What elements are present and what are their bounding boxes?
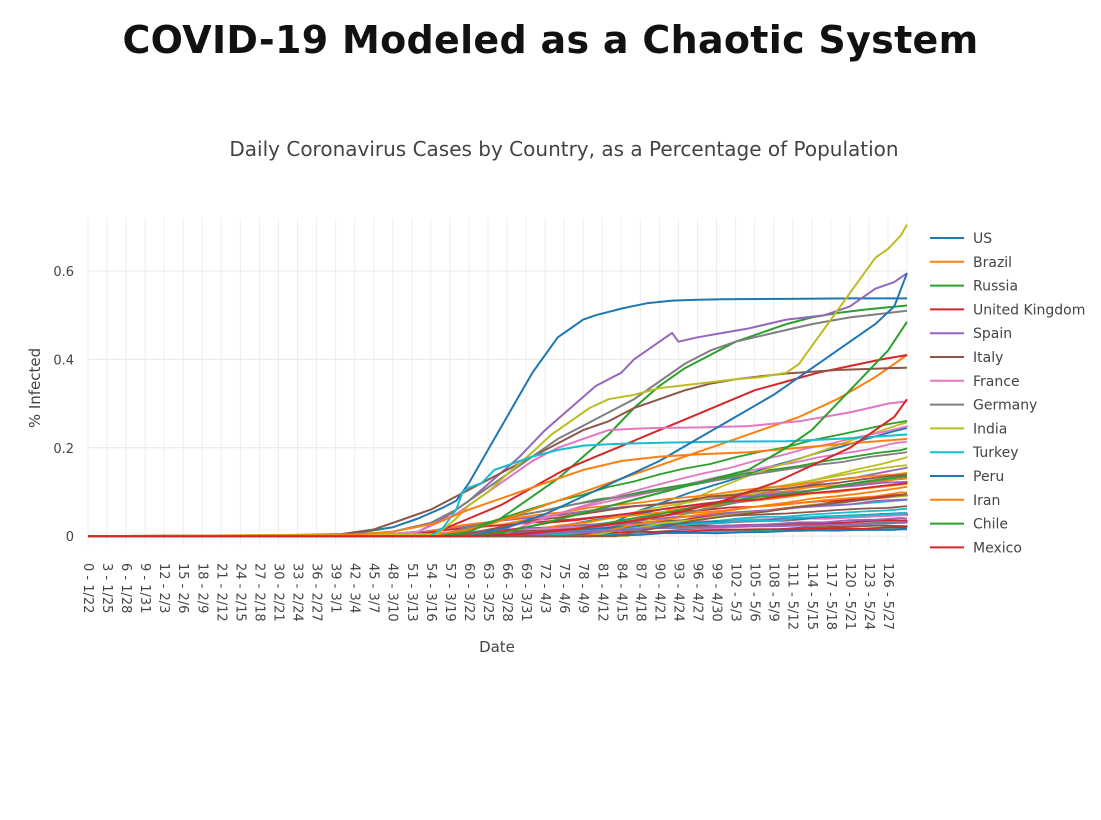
x-tick-label: 78 - 4/9 [575,563,590,613]
y-tick-label: 0.4 [53,353,74,368]
x-tick-label: 30 - 2/21 [270,563,285,622]
x-axis: 0 - 1/22 3 - 1/25 6 - 1/28 9 - 1/31 12 - 2/3… [80,563,895,630]
legend-item-mexico[interactable]: Mexico [930,540,1022,556]
legend-label: US [973,231,992,247]
x-tick-label: 33 - 2/24 [290,563,305,622]
background-series-line [88,472,908,538]
x-tick-label: 63 - 3/25 [480,563,495,622]
y-tick-label: 0.6 [53,265,74,280]
page-title: COVID-19 Modeled as a Chaotic System [122,18,979,62]
series-line-chile [88,321,908,538]
x-tick-label: 102 - 5/3 [728,563,743,622]
legend-item-india[interactable]: India [930,421,1007,437]
x-axis-label: Date [479,638,515,656]
legend-label: Spain [973,326,1012,342]
y-tick-label: 0.2 [53,442,74,457]
series-line-italy [87,366,908,538]
x-tick-label: 12 - 2/3 [156,563,171,613]
legend[interactable]: US Brazil Russia United Kingdom Spain Italy Fr… [930,231,1085,556]
x-tick-label: 51 - 3/13 [404,563,419,622]
legend-item-united-kingdom[interactable]: United Kingdom [930,302,1085,318]
x-tick-label: 9 - 1/31 [137,563,152,613]
x-tick-label: 93 - 4/24 [670,563,685,622]
legend-label: Turkey [972,445,1019,461]
legend-label: Italy [973,350,1003,366]
background-series-line [88,420,908,538]
x-tick-label: 81 - 4/12 [594,563,609,622]
x-tick-label: 72 - 4/3 [537,563,552,613]
legend-item-france[interactable]: France [930,374,1020,390]
x-tick-label: 123 - 5/24 [861,563,876,630]
background-series-line [88,517,908,538]
legend-item-italy[interactable]: Italy [930,350,1003,366]
legend-label: Peru [973,469,1004,485]
legend-label: Germany [973,398,1037,414]
x-tick-label: 117 - 5/18 [823,563,838,630]
x-tick-label: 108 - 5/9 [766,563,781,622]
y-axis: 0 0.2 0.4 0.6 [53,265,74,545]
series-line-mexico [88,398,908,538]
x-tick-label: 84 - 4/15 [613,563,628,622]
legend-label: Mexico [973,540,1022,556]
series-line-peru [88,272,908,538]
x-tick-label: 60 - 3/22 [461,563,476,622]
series-line-india [87,224,908,538]
legend-label: Russia [973,279,1018,295]
x-tick-label: 66 - 3/28 [499,563,514,622]
x-tick-label: 39 - 3/1 [328,563,343,613]
x-tick-label: 3 - 1/25 [99,563,114,613]
legend-item-russia[interactable]: Russia [930,279,1018,295]
x-tick-label: 126 - 5/27 [880,563,895,630]
x-tick-label: 96 - 4/27 [689,563,704,622]
x-tick-label: 111 - 5/12 [785,563,800,630]
background-series-line [88,493,908,538]
x-tick-label: 18 - 2/9 [194,563,209,613]
x-tick-label: 48 - 3/10 [385,563,400,622]
series-line-russia [88,304,908,538]
x-tick-label: 75 - 4/6 [556,563,571,613]
legend-label: India [973,421,1007,437]
x-tick-label: 105 - 5/6 [747,563,762,622]
series-line-us [87,297,907,538]
legend-item-brazil[interactable]: Brazil [930,255,1012,271]
x-tick-label: 120 - 5/21 [842,563,857,630]
legend-label: Iran [973,493,1000,509]
legend-label: Chile [973,517,1008,533]
x-tick-label: 69 - 3/31 [518,563,533,622]
legend-item-germany[interactable]: Germany [930,398,1037,414]
y-axis-label: % Infected [26,348,44,428]
x-tick-label: 36 - 2/27 [309,563,324,622]
background-series-line [88,485,908,538]
x-tick-label: 114 - 5/15 [804,563,819,630]
x-tick-label: 99 - 4/30 [709,563,724,622]
x-tick-label: 42 - 3/4 [347,563,362,613]
legend-item-peru[interactable]: Peru [930,469,1004,485]
legend-item-iran[interactable]: Iran [930,493,1000,509]
x-tick-label: 27 - 2/18 [251,563,266,622]
legend-label: United Kingdom [973,302,1085,318]
series-line-germany [87,309,908,538]
legend-label: Brazil [973,255,1012,271]
legend-item-chile[interactable]: Chile [930,517,1008,533]
x-tick-label: 87 - 4/18 [632,563,647,622]
chart-title: Daily Coronavirus Cases by Country, as a… [229,137,898,161]
x-tick-label: 45 - 3/7 [366,563,381,613]
legend-item-us[interactable]: US [930,231,992,247]
y-tick-label: 0 [66,530,74,545]
legend-item-spain[interactable]: Spain [930,326,1012,342]
x-tick-label: 90 - 4/21 [651,563,666,622]
series-group [87,224,908,538]
series-line-turkey [88,433,908,538]
x-tick-label: 15 - 2/6 [175,563,190,613]
x-tick-label: 54 - 3/16 [423,563,438,622]
x-tick-label: 21 - 2/12 [213,563,228,622]
x-tick-label: 24 - 2/15 [232,563,247,622]
x-tick-label: 6 - 1/28 [118,563,133,613]
legend-label: France [973,374,1020,390]
x-tick-label: 57 - 3/19 [442,563,457,622]
x-tick-label: 0 - 1/22 [80,563,95,613]
legend-item-turkey[interactable]: Turkey [930,445,1019,461]
